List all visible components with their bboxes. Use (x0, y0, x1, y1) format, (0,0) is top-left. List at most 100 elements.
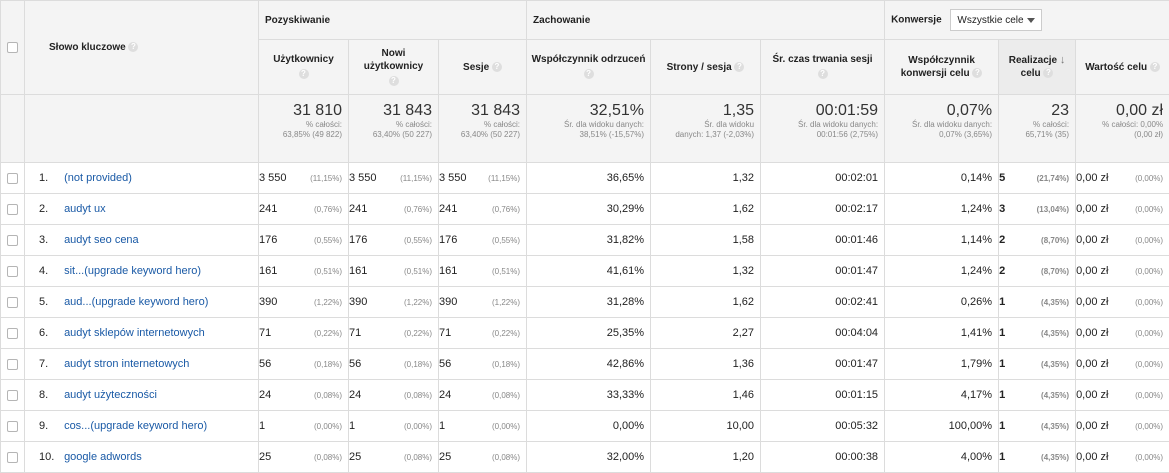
keyword-link[interactable]: audyt ux (64, 203, 106, 215)
keyword-link[interactable]: google adwords (64, 451, 142, 463)
pages-cell: 1,46 (651, 380, 761, 411)
row-checkbox[interactable] (7, 390, 18, 401)
row-checkbox-cell[interactable] (1, 194, 25, 225)
users-percent: (0,51%) (314, 267, 342, 276)
keyword-link[interactable]: audyt użyteczności (64, 389, 157, 401)
users-value: 176 (259, 234, 277, 246)
row-checkbox[interactable] (7, 235, 18, 246)
help-icon[interactable]: ? (818, 69, 828, 79)
pages-cell: 1,58 (651, 225, 761, 256)
keyword-link[interactable]: audyt sklepów internetowych (64, 327, 205, 339)
users-cell: 161(0,51%) (259, 256, 349, 287)
help-icon[interactable]: ? (389, 76, 399, 86)
table-row: 4. sit...(upgrade keyword hero) 161(0,51… (1, 256, 1169, 287)
col-goal-value[interactable]: Wartość celu ? (1076, 40, 1169, 95)
help-icon[interactable]: ? (734, 62, 744, 72)
table-row: 9. cos...(upgrade keyword hero) 1(0,00%)… (1, 411, 1169, 442)
help-icon[interactable]: ? (299, 69, 309, 79)
table-row: 6. audyt sklepów internetowych 71(0,22%)… (1, 318, 1169, 349)
row-checkbox-cell[interactable] (1, 318, 25, 349)
duration-cell: 00:01:15 (761, 380, 885, 411)
new-users-cell: 176(0,55%) (349, 225, 439, 256)
col-new-users-label-2: użytkownicy (364, 61, 423, 72)
goals-value: 2 (999, 234, 1005, 246)
row-checkbox-cell[interactable] (1, 442, 25, 473)
keyword-link[interactable]: aud...(upgrade keyword hero) (64, 296, 208, 308)
help-icon[interactable]: ? (1043, 68, 1053, 78)
help-icon[interactable]: ? (584, 69, 594, 79)
row-checkbox[interactable] (7, 173, 18, 184)
keyword-link[interactable]: audyt stron internetowych (64, 358, 189, 370)
users-value: 71 (259, 327, 271, 339)
row-checkbox-cell[interactable] (1, 349, 25, 380)
help-icon[interactable]: ? (128, 42, 138, 52)
duration-cell: 00:02:01 (761, 163, 885, 194)
col-bounce-label: Współczynnik odrzuceń (532, 54, 646, 65)
row-checkbox[interactable] (7, 297, 18, 308)
duration-cell: 00:01:47 (761, 256, 885, 287)
col-new-users[interactable]: Nowi użytkownicy ? (349, 40, 439, 95)
table-row: 5. aud...(upgrade keyword hero) 390(1,22… (1, 287, 1169, 318)
keyword-cell: 3. audyt seo cena (25, 225, 259, 256)
conv-cell: 0,26% (885, 287, 999, 318)
keyword-cell: 6. audyt sklepów internetowych (25, 318, 259, 349)
goals-value: 1 (999, 389, 1005, 401)
col-users-label: Użytkownicy (273, 54, 334, 65)
col-sessions[interactable]: Sesje ? (439, 40, 527, 95)
goals-cell: 1(4,35%) (999, 318, 1076, 349)
sessions-percent: (0,08%) (492, 391, 520, 400)
users-cell: 25(0,08%) (259, 442, 349, 473)
col-pages-label: Strony / sesja (667, 62, 732, 73)
help-icon[interactable]: ? (492, 62, 502, 72)
users-percent: (0,00%) (314, 422, 342, 431)
keyword-link[interactable]: cos...(upgrade keyword hero) (64, 420, 207, 432)
row-checkbox[interactable] (7, 266, 18, 277)
conv-cell: 1,14% (885, 225, 999, 256)
keyword-cell: 7. audyt stron internetowych (25, 349, 259, 380)
col-bounce-rate[interactable]: Współczynnik odrzuceń ? (527, 40, 651, 95)
keyword-column-header[interactable]: Słowo kluczowe ? (25, 1, 259, 95)
goal-value: 0,00 zł (1076, 203, 1108, 215)
row-checkbox[interactable] (7, 452, 18, 463)
row-index: 4. (39, 265, 61, 277)
col-pages-per-session[interactable]: Strony / sesja ? (651, 40, 761, 95)
row-checkbox[interactable] (7, 328, 18, 339)
sort-desc-icon[interactable]: ↓ (1060, 54, 1066, 66)
row-checkbox-cell[interactable] (1, 163, 25, 194)
new-users-cell: 161(0,51%) (349, 256, 439, 287)
col-users[interactable]: Użytkownicy ? (259, 40, 349, 95)
row-checkbox-cell[interactable] (1, 411, 25, 442)
goals-percent: (4,35%) (1041, 453, 1069, 462)
select-all-checkbox[interactable] (7, 42, 18, 53)
row-checkbox-cell[interactable] (1, 287, 25, 318)
goal-select-dropdown[interactable]: Wszystkie cele (950, 9, 1042, 31)
keyword-link[interactable]: sit...(upgrade keyword hero) (64, 265, 201, 277)
keyword-link[interactable]: (not provided) (64, 172, 132, 184)
goal-value-percent: (0,00%) (1135, 360, 1163, 369)
row-checkbox-cell[interactable] (1, 225, 25, 256)
value-cell: 0,00 zł(0,00%) (1076, 349, 1169, 380)
bounce-cell: 32,00% (527, 442, 651, 473)
sessions-percent: (0,55%) (492, 236, 520, 245)
users-cell: 71(0,22%) (259, 318, 349, 349)
help-icon[interactable]: ? (1150, 62, 1160, 72)
select-all-checkbox-cell[interactable] (1, 1, 25, 95)
col-avg-duration[interactable]: Śr. czas trwania sesji ? (761, 40, 885, 95)
users-cell: 56(0,18%) (259, 349, 349, 380)
row-checkbox[interactable] (7, 359, 18, 370)
keyword-header-label: Słowo kluczowe (49, 42, 126, 53)
pages-cell: 1,36 (651, 349, 761, 380)
col-goal-completions[interactable]: Realizacje ↓ celu ? (999, 40, 1076, 95)
value-cell: 0,00 zł(0,00%) (1076, 194, 1169, 225)
new-users-value: 390 (349, 296, 367, 308)
pages-cell: 1,32 (651, 256, 761, 287)
row-checkbox[interactable] (7, 204, 18, 215)
goals-percent: (4,35%) (1041, 298, 1069, 307)
help-icon[interactable]: ? (972, 68, 982, 78)
row-checkbox[interactable] (7, 421, 18, 432)
value-cell: 0,00 zł(0,00%) (1076, 318, 1169, 349)
row-checkbox-cell[interactable] (1, 256, 25, 287)
row-checkbox-cell[interactable] (1, 380, 25, 411)
keyword-link[interactable]: audyt seo cena (64, 234, 139, 246)
col-goal-conversion-rate[interactable]: Współczynnik konwersji celu ? (885, 40, 999, 95)
